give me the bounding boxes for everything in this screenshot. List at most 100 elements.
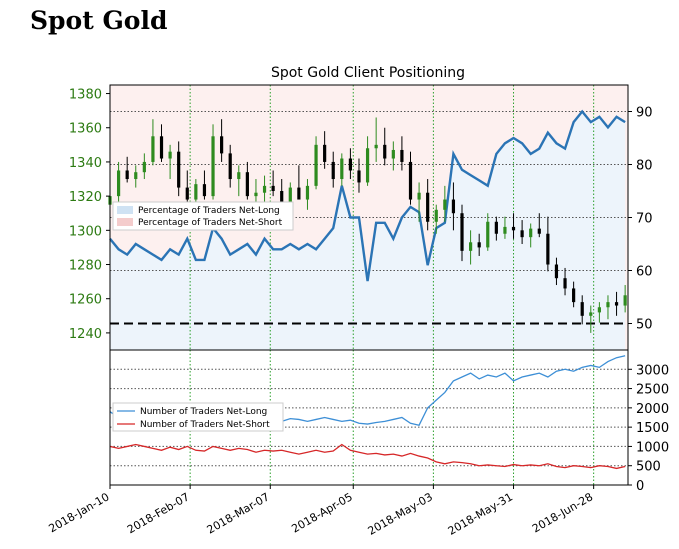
candle-body-1: [116, 170, 121, 197]
count-tick-0: 0: [636, 479, 644, 494]
candle-body-29: [357, 170, 361, 183]
count-tick-1500: 1500: [636, 421, 669, 436]
candle-body-27: [340, 158, 344, 180]
pct-tick-90: 90: [636, 106, 653, 121]
candle-body-8: [177, 151, 181, 188]
candle-body-31: [374, 144, 378, 149]
candle-body-15: [237, 172, 241, 180]
pct-tick-50: 50: [636, 318, 653, 333]
candle-body-50: [537, 228, 541, 234]
price-tick-1240: 1240: [69, 327, 102, 342]
candle-body-30: [365, 148, 370, 183]
date-tick-5: 2018-May-31: [446, 490, 515, 538]
top-panel: 1240 1260 1280 1300 1320 1340 1360 1380 50 60 70 8…: [69, 84, 653, 351]
count-tick-500: 500: [636, 460, 661, 475]
date-tick-4: 2018-May-03: [366, 490, 435, 538]
count-tick-2500: 2500: [636, 383, 669, 398]
price-axis: 1240 1260 1280 1300 1320 1340 1360 1380: [69, 88, 110, 342]
candle-body-19: [271, 185, 275, 191]
candle-body-32: [383, 144, 387, 159]
candle-body-41: [460, 213, 464, 251]
candle-body-9: [185, 187, 189, 200]
candle-body-25: [323, 144, 327, 162]
top-legend-box: [112, 201, 294, 231]
price-tick-1280: 1280: [69, 259, 102, 274]
candle-body-48: [520, 230, 524, 238]
price-tick-1380: 1380: [69, 88, 102, 103]
candle-body-22: [297, 187, 301, 200]
legend-swatch-net-long: [117, 206, 133, 214]
legend-swatch-net-short: [117, 218, 133, 226]
candle-body-57: [597, 307, 601, 313]
candle-body-7: [168, 151, 172, 159]
date-tick-0: 2018-Jan-10: [47, 490, 112, 535]
date-tick-6: 2018-Jun-28: [530, 490, 595, 535]
legend-label-long-count: Number of Traders Net-Long: [140, 407, 267, 417]
top-legend: Percentage of Traders Net-Long Percentag…: [112, 201, 294, 231]
candle-body-10: [194, 184, 198, 200]
candle-body-54: [572, 288, 576, 303]
candle-body-36: [417, 192, 421, 200]
candle-body-44: [486, 221, 490, 248]
candle-body-3: [134, 172, 138, 180]
pct-axis: 50 60 70 80 90: [628, 106, 653, 333]
candle-body-51: [546, 233, 550, 265]
count-axis: 0 500 1000 1500 2000 2500 3000: [628, 363, 669, 494]
legend-label-net-short: Percentage of Traders Net-Short: [138, 218, 283, 228]
candle-body-11: [202, 184, 207, 197]
date-axis: 2018-Jan-10 2018-Feb-07 2018-Mar-07 2018-Ap…: [47, 485, 595, 538]
pct-net-long-line: [109, 109, 626, 282]
candle-body-37: [426, 192, 430, 222]
candle-body-58: [606, 302, 610, 308]
candle-body-34: [400, 149, 404, 162]
candle-body-60: [623, 295, 627, 306]
price-candles: [108, 117, 627, 333]
candle-body-46: [503, 226, 507, 234]
candle-body-40: [451, 199, 456, 214]
candle-body-21: [288, 187, 292, 203]
candle-body-52: [554, 264, 559, 279]
price-tick-1260: 1260: [69, 293, 102, 308]
date-tick-2: 2018-Mar-07: [205, 490, 272, 536]
net-short-count-line: [109, 443, 626, 470]
pct-tick-60: 60: [636, 265, 653, 280]
candle-body-38: [434, 209, 438, 222]
page-title: Spot Gold: [30, 6, 168, 35]
legend-label-short-count: Number of Traders Net-Short: [140, 420, 270, 430]
bottom-legend-box: [112, 402, 284, 432]
date-tick-1: 2018-Feb-07: [125, 490, 192, 536]
candle-body-53: [563, 278, 567, 289]
candle-body-14: [228, 153, 232, 180]
candle-body-33: [391, 149, 395, 159]
candle-body-12: [211, 136, 215, 197]
candle-body-39: [443, 199, 447, 210]
candle-body-20: [280, 191, 284, 203]
chart-title: Spot Gold Client Positioning: [271, 65, 465, 81]
candle-body-43: [477, 242, 481, 248]
candle-body-23: [305, 185, 310, 200]
price-tick-1360: 1360: [69, 122, 102, 137]
candle-body-17: [254, 192, 258, 197]
pct-tick-80: 80: [636, 159, 653, 174]
count-tick-3000: 3000: [636, 363, 669, 378]
candle-body-47: [511, 226, 516, 231]
candle-body-18: [262, 185, 267, 193]
candle-body-49: [529, 228, 533, 238]
candle-body-4: [142, 161, 146, 173]
bottom-legend: Number of Traders Net-Long Number of Tra…: [112, 402, 284, 432]
candle-body-26: [331, 161, 335, 180]
price-tick-1320: 1320: [69, 190, 102, 205]
candle-body-13: [220, 136, 224, 154]
bottom-panel: 0 500 1000 1500 2000 2500 3000 Number of Trade…: [109, 349, 669, 494]
candle-body-24: [314, 144, 318, 186]
price-tick-1340: 1340: [69, 156, 102, 171]
legend-label-net-long: Percentage of Traders Net-Long: [138, 206, 280, 216]
candle-body-35: [408, 161, 413, 200]
bottom-panel-frame: [109, 349, 629, 486]
candle-body-2: [125, 170, 129, 180]
candle-body-5: [151, 136, 155, 162]
candle-body-59: [614, 302, 619, 306]
net-long-fill: [110, 111, 626, 350]
count-tick-2000: 2000: [636, 402, 669, 417]
candle-body-45: [494, 221, 498, 234]
